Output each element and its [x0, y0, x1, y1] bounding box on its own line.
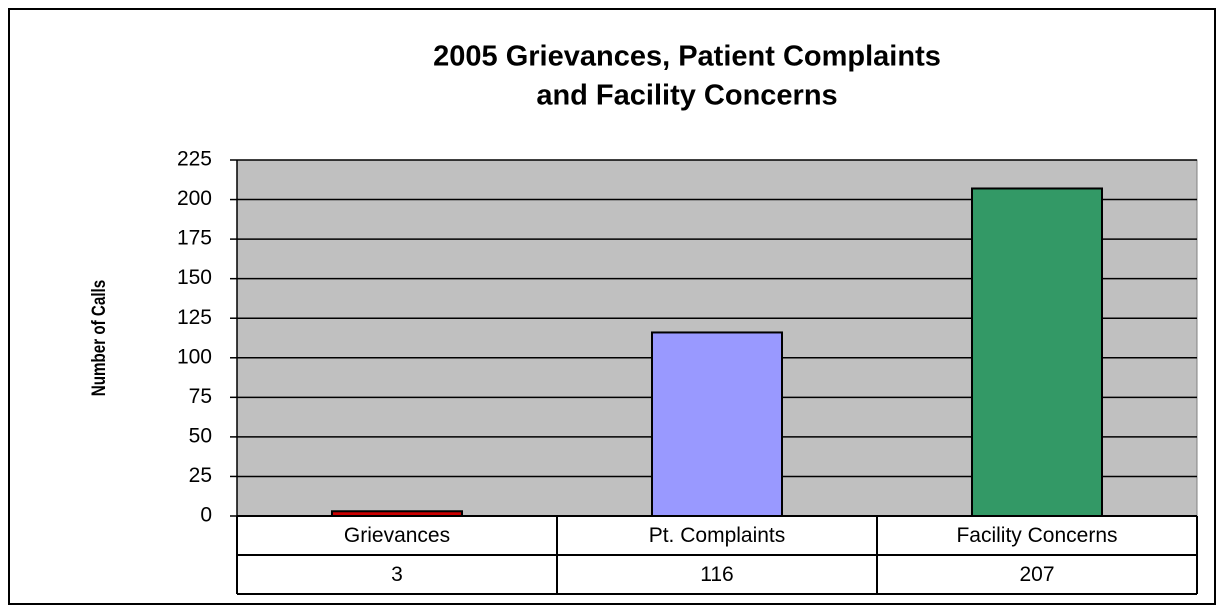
chart-title: and Facility Concerns	[536, 80, 837, 112]
table-value: 116	[700, 563, 733, 586]
bar	[651, 331, 783, 517]
y-tick-label: 75	[189, 385, 212, 408]
table-value: 207	[1019, 563, 1054, 586]
y-tick-label: 25	[189, 464, 212, 487]
bar	[971, 187, 1103, 517]
y-tick-label: 50	[189, 424, 212, 447]
y-tick-label: 100	[177, 345, 212, 368]
table-value: 3	[391, 563, 403, 586]
table-category: Facility Concerns	[956, 524, 1117, 547]
y-tick-label: 225	[177, 148, 212, 171]
y-tick-label: 200	[177, 187, 212, 210]
y-tick-label: 0	[200, 504, 212, 527]
y-tick-label: 175	[177, 227, 212, 250]
chart-title: 2005 Grievances, Patient Complaints	[433, 41, 941, 73]
y-tick-label: 150	[177, 266, 212, 289]
y-axis-label: Number of Calls	[87, 280, 109, 396]
y-tick-label: 125	[177, 306, 212, 329]
table-category: Pt. Complaints	[649, 524, 786, 547]
table-category: Grievances	[344, 524, 450, 547]
